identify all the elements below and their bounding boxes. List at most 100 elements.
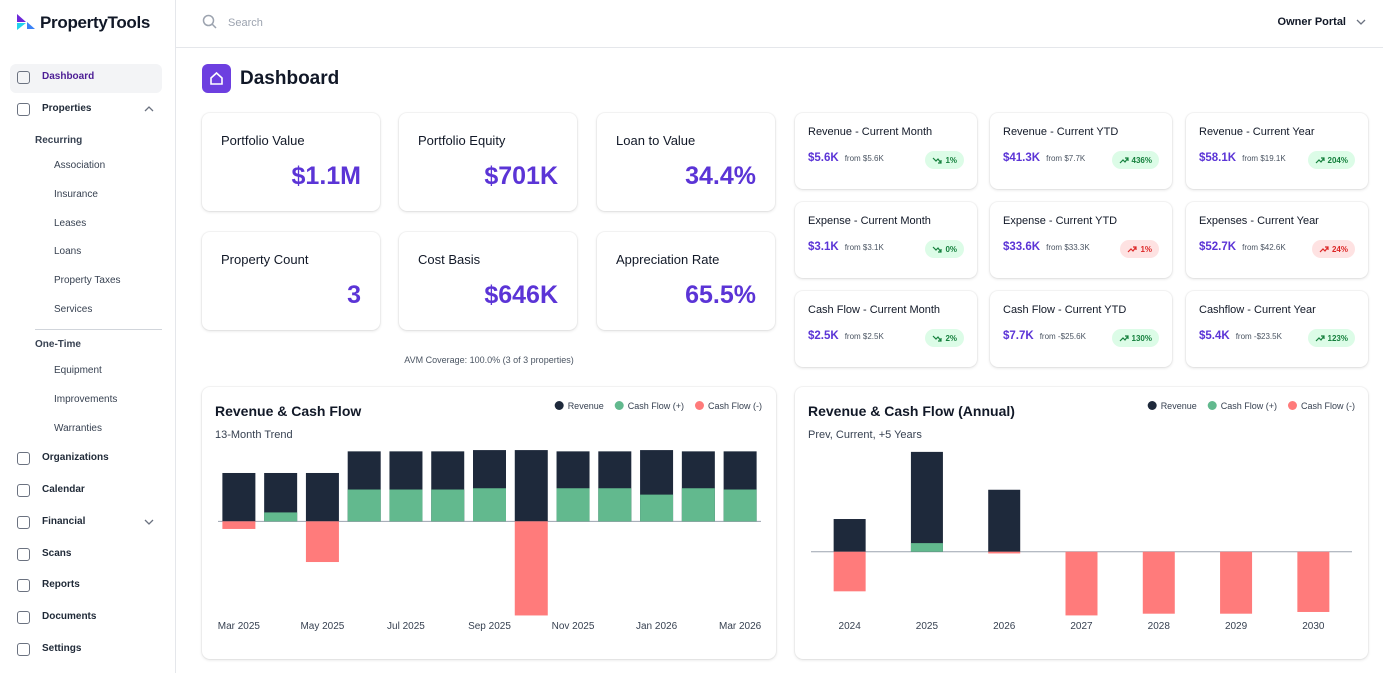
avm-note: AVM Coverage: 100.0% (3 of 3 properties) xyxy=(404,355,574,365)
stat-row: $58.1K from $19.1K xyxy=(1199,152,1286,164)
nav-icon xyxy=(17,71,30,84)
nav-item[interactable]: Dashboard xyxy=(42,71,95,82)
kpi-value: $701K xyxy=(484,162,558,190)
x-tick-label: 2028 xyxy=(1148,621,1171,632)
kpi-value: $646K xyxy=(484,281,558,309)
trend-change: 1% xyxy=(945,155,957,165)
trend-badge: 0% xyxy=(925,240,964,258)
nav-item[interactable]: Calendar xyxy=(42,484,85,495)
trend-arrow xyxy=(1319,245,1329,252)
stat-from: from -$23.5K xyxy=(1235,332,1282,341)
stat-from: from $7.7K xyxy=(1046,154,1086,163)
bar xyxy=(723,489,757,522)
trend-arrow xyxy=(1119,156,1129,163)
x-tick-label: Mar 2026 xyxy=(719,621,762,632)
nav-icon xyxy=(17,548,30,561)
sub-nav-item[interactable]: Services xyxy=(54,304,93,315)
bar xyxy=(598,488,632,522)
trend-badge: 24% xyxy=(1311,240,1355,258)
trend-arrow xyxy=(933,335,943,342)
legend-label: Cash Flow (+) xyxy=(1221,401,1277,411)
bar xyxy=(389,489,423,522)
chevron-path xyxy=(144,519,154,525)
nav-icon xyxy=(17,579,30,592)
sub-nav-item[interactable]: Association xyxy=(54,160,106,171)
sub-nav-item[interactable]: Improvements xyxy=(54,394,118,405)
stat-from: from $42.6K xyxy=(1242,243,1286,252)
sub-nav-item[interactable]: Warranties xyxy=(54,423,102,434)
nav-item[interactable]: Organizations xyxy=(42,452,109,463)
search-icon xyxy=(202,14,217,29)
trend-change: 0% xyxy=(945,244,957,254)
stat-label: Expense - Current Month xyxy=(808,215,931,227)
bar xyxy=(264,512,298,522)
bar xyxy=(514,450,548,522)
nav-item[interactable]: Reports xyxy=(42,579,80,590)
kpi-card: Portfolio Value $1.1M xyxy=(202,113,380,211)
kpi-card: Appreciation Rate 65.5% xyxy=(597,232,775,330)
legend-swatch xyxy=(614,401,624,410)
stat-label: Revenue - Current Month xyxy=(808,126,933,138)
chevron-path xyxy=(144,106,154,112)
section-heading: One-Time xyxy=(35,339,81,350)
x-tick-label: 2029 xyxy=(1225,621,1248,632)
kpi-label: Portfolio Value xyxy=(221,133,305,148)
stat-from: from $33.3K xyxy=(1046,243,1090,252)
trend-icon xyxy=(1319,245,1329,252)
header: Search Owner Portal xyxy=(176,0,1383,48)
x-tick-label: Jan 2026 xyxy=(636,621,678,632)
stat-row: $3.1K from $3.1K xyxy=(808,241,884,253)
nav-item[interactable]: Financial xyxy=(42,516,86,527)
legend-label: Revenue xyxy=(1161,401,1197,411)
nav-item[interactable]: Documents xyxy=(42,611,97,622)
stat-card: Cash Flow - Current Month $2.5K from $2.5K… xyxy=(795,291,977,367)
stat-card: Revenue - Current Year $58.1K from $19.1K 2… xyxy=(1186,113,1368,189)
stat-card: Revenue - Current Month $5.6K from $5.6K 1% xyxy=(795,113,977,189)
bar xyxy=(347,489,381,522)
bar xyxy=(1297,551,1330,612)
x-tick-label: 2027 xyxy=(1070,621,1093,632)
bar xyxy=(988,551,1021,554)
stat-card: Cashflow - Current Year $5.4K from -$23.5K… xyxy=(1186,291,1368,367)
trend-badge: 2% xyxy=(925,329,964,347)
bar xyxy=(833,551,866,592)
kpi-value: 34.4% xyxy=(685,162,756,190)
chart: Revenue & Cash Flow (Annual) Prev, Curren… xyxy=(808,401,1355,632)
portal-menu[interactable]: Owner Portal xyxy=(1277,16,1346,28)
stat-label: Cash Flow - Current YTD xyxy=(1003,304,1127,316)
nav-item[interactable]: Settings xyxy=(42,643,82,654)
stat-card: Expenses - Current Year $52.7K from $42.6K… xyxy=(1186,202,1368,278)
nav-item[interactable]: Properties xyxy=(42,103,92,114)
sub-nav-item[interactable]: Insurance xyxy=(54,189,98,200)
trend-icon xyxy=(933,246,943,253)
sub-nav-item[interactable]: Leases xyxy=(54,218,87,229)
legend-swatch xyxy=(554,401,564,410)
stat-card: Expense - Current YTD $33.6K from $33.3K 1% xyxy=(990,202,1172,278)
bar xyxy=(222,521,256,529)
trend-icon xyxy=(1315,334,1325,341)
trend-arrow xyxy=(1315,156,1325,163)
kpi-label: Cost Basis xyxy=(418,252,481,267)
legend-label: Cash Flow (-) xyxy=(1301,401,1355,411)
bar xyxy=(305,472,339,522)
kpi-value: 3 xyxy=(347,281,361,309)
stat-value: $3.1K xyxy=(808,241,839,253)
chart: Revenue & Cash Flow 13-Month Trend Cash Fl… xyxy=(215,401,762,632)
sub-nav-item[interactable]: Loans xyxy=(54,246,82,257)
trend-badge: 204% xyxy=(1307,151,1355,169)
sub-nav-item[interactable]: Equipment xyxy=(54,365,102,376)
nav-item[interactable]: Scans xyxy=(42,548,72,559)
search-input[interactable]: Search xyxy=(228,17,263,29)
nav-icon xyxy=(17,643,30,656)
trend-change: 1% xyxy=(1140,244,1152,254)
kpi-value: $1.1M xyxy=(291,162,361,190)
x-tick-label: Nov 2025 xyxy=(552,621,595,632)
stat-value: $41.3K xyxy=(1003,152,1041,164)
stat-from: from $3.1K xyxy=(844,243,884,252)
sub-nav-item[interactable]: Property Taxes xyxy=(54,275,121,286)
stat-value: $52.7K xyxy=(1199,241,1237,253)
trend-icon xyxy=(1119,156,1129,163)
trend-arrow xyxy=(1119,334,1129,341)
bar xyxy=(305,521,339,563)
trend-badge: 130% xyxy=(1111,329,1159,347)
